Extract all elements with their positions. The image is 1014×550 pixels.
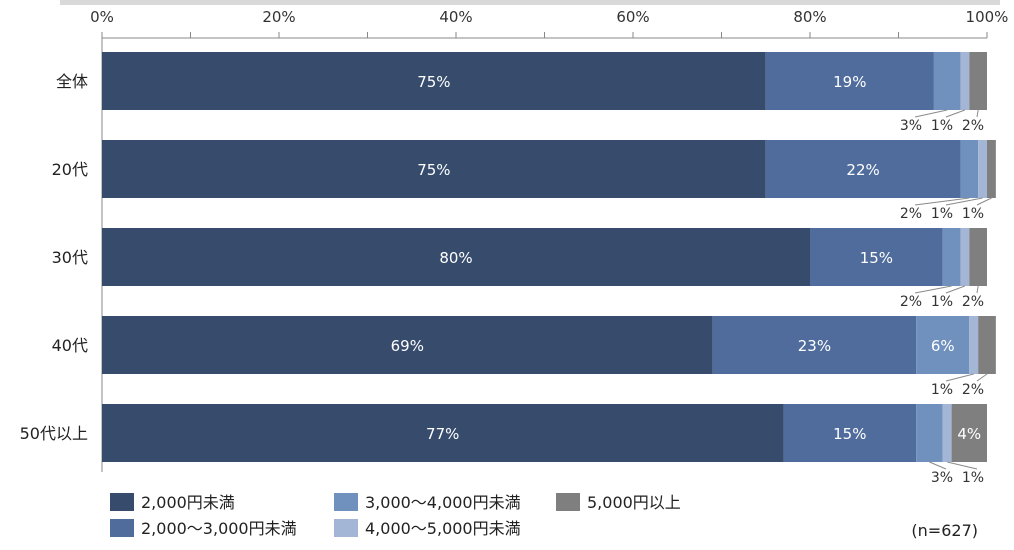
data-label: 23% bbox=[798, 337, 831, 355]
bar-segment bbox=[102, 140, 766, 198]
x-tick-label: 20% bbox=[262, 8, 295, 26]
data-label: 77% bbox=[426, 425, 459, 443]
x-tick-label: 100% bbox=[966, 8, 1009, 26]
leader-line bbox=[976, 373, 988, 382]
x-tick-label: 40% bbox=[439, 8, 472, 26]
data-label: 1% bbox=[962, 470, 984, 486]
data-label: 15% bbox=[833, 425, 866, 443]
bar-segment bbox=[102, 316, 713, 374]
category-label: 全体 bbox=[56, 72, 88, 91]
legend-label: 2,000円未満 bbox=[141, 493, 235, 512]
leader-line bbox=[976, 285, 979, 294]
bar-segment bbox=[969, 228, 987, 286]
category-label: 30代 bbox=[52, 248, 88, 267]
bar-segment bbox=[942, 228, 961, 286]
bar-segment bbox=[987, 140, 996, 198]
bars: 75% 19% 3% 1% 2% 75% 22% 2% 1% 1% 80% 15% 2% 1% 2% 69% 2… bbox=[102, 52, 996, 486]
data-label: 2% bbox=[900, 206, 922, 222]
legend: 2,000円未満 2,000～3,000円未満 3,000～4,000円未満 4,00… bbox=[110, 493, 681, 538]
legend-swatch bbox=[556, 493, 580, 511]
legend-label: 3,000～4,000円未満 bbox=[365, 493, 521, 512]
category-label: 20代 bbox=[52, 160, 88, 179]
bar-segment bbox=[810, 228, 943, 286]
bar-segment bbox=[978, 140, 987, 198]
data-label: 19% bbox=[833, 73, 866, 91]
legend-swatch bbox=[110, 519, 134, 537]
data-label: 75% bbox=[417, 73, 450, 91]
bar-segment bbox=[102, 404, 784, 462]
data-label: 15% bbox=[860, 249, 893, 267]
data-label: 3% bbox=[900, 118, 922, 134]
leader-line bbox=[947, 461, 978, 470]
bar-segment bbox=[933, 52, 961, 110]
bar-segment bbox=[942, 404, 952, 462]
category-label: 50代以上 bbox=[20, 424, 88, 443]
leader-line bbox=[945, 373, 974, 382]
category-label: 40代 bbox=[52, 336, 88, 355]
data-label: 80% bbox=[439, 249, 472, 267]
x-axis-ticks: 0% 20% 40% 60% 80% 100% bbox=[90, 8, 1008, 472]
bar-segment bbox=[102, 228, 810, 286]
bar-segment bbox=[960, 140, 979, 198]
legend-swatch bbox=[334, 493, 358, 511]
bar-segment bbox=[102, 52, 766, 110]
leader-line bbox=[945, 285, 966, 294]
bar-segment bbox=[960, 228, 970, 286]
data-label: 3% bbox=[931, 470, 953, 486]
data-label: 4% bbox=[957, 425, 981, 443]
leader-line bbox=[976, 109, 979, 118]
data-label: 2% bbox=[900, 294, 922, 310]
leader-line bbox=[976, 197, 992, 206]
legend-label: 2,000～3,000円未満 bbox=[141, 519, 297, 538]
bar-segment bbox=[969, 316, 979, 374]
data-label: 2% bbox=[962, 382, 984, 398]
bar-segment bbox=[960, 52, 970, 110]
legend-label: 5,000円以上 bbox=[587, 493, 681, 512]
legend-swatch bbox=[334, 519, 358, 537]
leader-line bbox=[929, 461, 947, 470]
data-label: 2% bbox=[962, 118, 984, 134]
leader-line bbox=[945, 109, 966, 118]
leader-line bbox=[914, 109, 948, 118]
data-label: 1% bbox=[962, 206, 984, 222]
data-label: 1% bbox=[931, 118, 953, 134]
sample-size-note: (n=627) bbox=[911, 521, 978, 540]
data-label: 2% bbox=[962, 294, 984, 310]
bar-segment bbox=[712, 316, 917, 374]
legend-swatch bbox=[110, 493, 134, 511]
leader-line bbox=[914, 285, 952, 294]
leader-line bbox=[945, 197, 983, 206]
category-labels: 全体 20代 30代 40代 50代以上 bbox=[20, 72, 88, 443]
bar-segment bbox=[916, 316, 970, 374]
bar-segment bbox=[951, 404, 987, 462]
x-tick-label: 0% bbox=[90, 8, 114, 26]
data-label: 22% bbox=[846, 161, 879, 179]
bar-segment bbox=[765, 52, 934, 110]
top-border bbox=[60, 0, 1000, 5]
bar-segment bbox=[765, 140, 961, 198]
data-label: 1% bbox=[931, 206, 953, 222]
x-tick-label: 80% bbox=[793, 8, 826, 26]
leader-line bbox=[914, 197, 970, 206]
bar-segment bbox=[916, 404, 943, 462]
bar-segment bbox=[969, 52, 987, 110]
data-label: 75% bbox=[417, 161, 450, 179]
data-label: 1% bbox=[931, 382, 953, 398]
data-label: 69% bbox=[391, 337, 424, 355]
data-label: 1% bbox=[931, 294, 953, 310]
bar-segment bbox=[783, 404, 917, 462]
x-tick-label: 60% bbox=[616, 8, 649, 26]
data-label: 6% bbox=[931, 337, 955, 355]
bar-segment bbox=[978, 316, 996, 374]
legend-label: 4,000～5,000円未満 bbox=[365, 519, 521, 538]
